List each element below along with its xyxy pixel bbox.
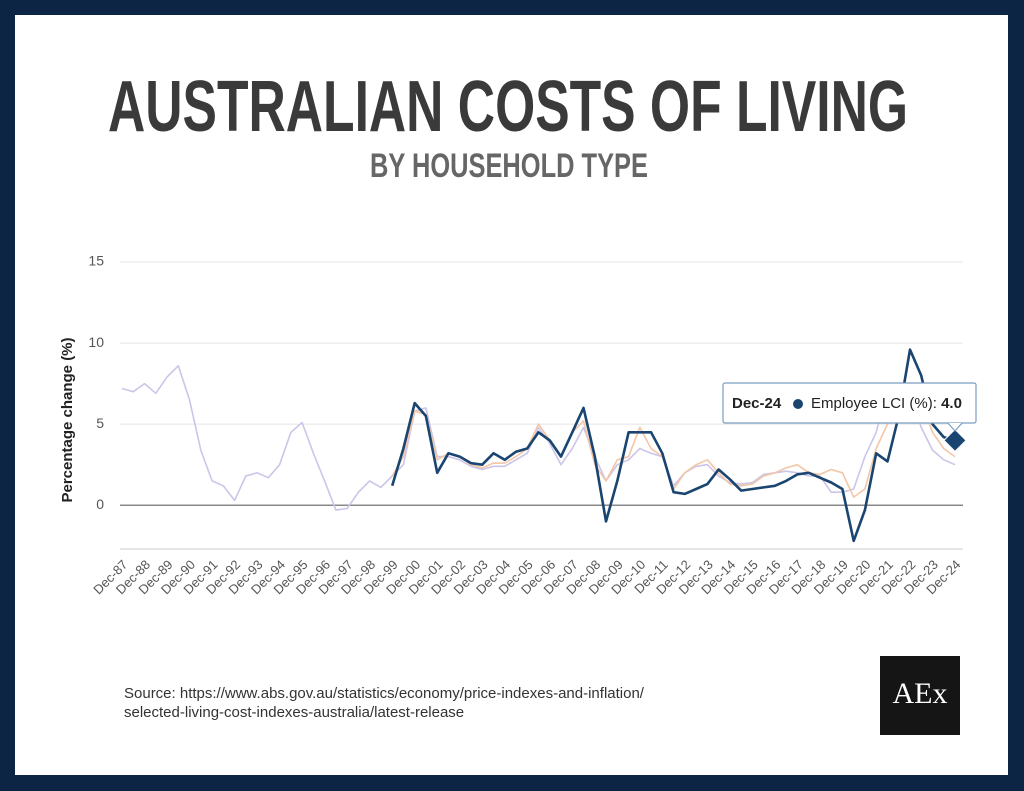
series-line <box>390 348 956 543</box>
tooltip-sep: : <box>933 395 941 412</box>
chart-subtitle: BY HOUSEHOLD TYPE <box>370 147 648 185</box>
tooltip-text: Dec-24 Employee LCI (%): 4.0 <box>732 395 962 412</box>
source: selected-living-cost-indexes-australia/l… <box>124 704 464 721</box>
tooltip-category: Dec-24 <box>732 395 782 412</box>
logo: AEx <box>893 677 948 710</box>
y-tick-label: 5 <box>96 415 104 431</box>
highlight-marker <box>943 428 967 453</box>
y-tick-label: 10 <box>88 334 104 350</box>
tooltip-dot <box>793 399 803 409</box>
chart-title: AUSTRALIAN COSTS OF LIVING <box>108 67 908 147</box>
tooltip-arrow <box>947 422 963 432</box>
y-tick-label: 0 <box>96 496 104 512</box>
source: Source: https://www.abs.gov.au/statistic… <box>124 685 645 702</box>
y-tick-label: 15 <box>88 253 104 269</box>
tooltip-value: 4.0 <box>941 395 962 412</box>
y-axis-label: Percentage change (%) <box>59 337 76 502</box>
tooltip-box <box>722 382 977 424</box>
tooltip-series: Employee LCI (%) <box>811 395 933 412</box>
logo-box <box>880 656 960 735</box>
